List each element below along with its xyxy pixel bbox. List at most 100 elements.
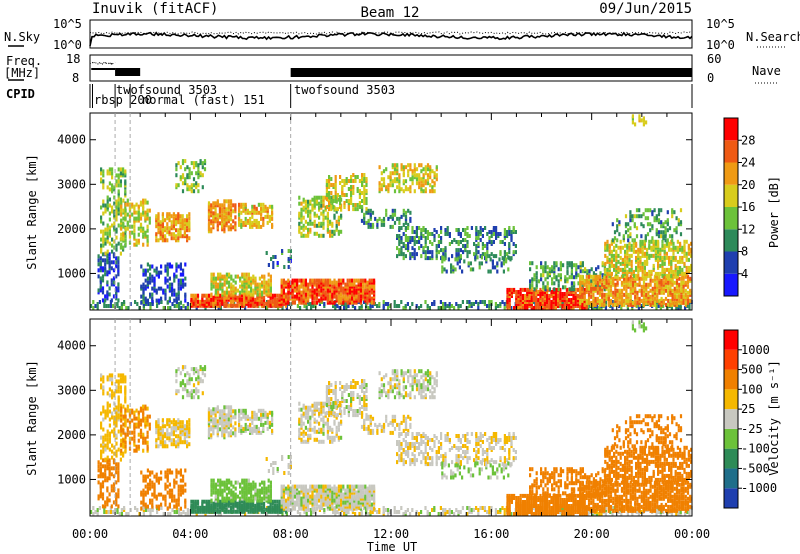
power-cell <box>331 280 334 285</box>
power-cell <box>406 302 409 306</box>
power-cell <box>618 220 621 225</box>
power-cell <box>283 265 286 269</box>
power-cell <box>239 276 242 281</box>
power-cell <box>101 290 105 295</box>
power-cell <box>521 287 524 292</box>
power-cell <box>385 212 388 217</box>
power-cell <box>322 290 325 295</box>
power-cell <box>298 227 301 232</box>
power-cell <box>101 286 105 291</box>
power-cell <box>334 191 337 195</box>
power-cell <box>212 297 215 302</box>
power-cell <box>398 234 401 238</box>
power-cell <box>192 177 196 182</box>
velocity-cell <box>415 510 418 514</box>
velocity-cell <box>105 510 108 514</box>
velocity-cell <box>102 379 105 384</box>
power-cell <box>102 229 105 234</box>
power-cell <box>168 296 171 301</box>
power-cell <box>340 296 343 301</box>
velocity-cell <box>102 427 105 432</box>
velocity-cell <box>104 464 107 469</box>
power-cell <box>628 257 631 262</box>
power-cell <box>120 302 123 306</box>
power-cell <box>99 276 102 281</box>
velocity-cell <box>96 512 99 516</box>
power-cell <box>415 167 419 172</box>
power-cell <box>175 268 178 273</box>
velocity-cell <box>160 506 163 510</box>
velocity-cell <box>110 484 113 489</box>
power-cell <box>636 292 639 297</box>
power-cell <box>335 223 338 228</box>
power-cell <box>546 294 549 298</box>
power-cell <box>333 300 336 305</box>
power-cell <box>420 177 423 182</box>
power-cell <box>409 163 412 168</box>
power-cell <box>307 221 310 226</box>
power-cell <box>424 254 427 259</box>
power-cell <box>263 274 266 279</box>
power-cell <box>642 300 646 305</box>
power-cell <box>201 297 204 302</box>
power-cell <box>420 244 423 248</box>
power-cell <box>303 304 306 308</box>
power-cell <box>181 159 185 164</box>
power-cell <box>393 177 397 182</box>
power-cell <box>234 297 237 302</box>
power-cell <box>630 271 633 276</box>
velocity-cell <box>503 512 506 516</box>
velocity-cell <box>244 512 247 516</box>
power-cell <box>168 262 171 267</box>
power-cell <box>207 293 211 298</box>
power-cell <box>472 302 475 306</box>
power-cell <box>142 286 145 291</box>
power-cell <box>437 234 440 238</box>
velocity-cell <box>117 470 120 475</box>
power-cell <box>629 210 632 215</box>
velocity-cell <box>378 508 381 512</box>
power-cell <box>679 259 682 264</box>
freq-left-label-1: Freq. <box>6 54 42 68</box>
power-cell <box>503 302 506 306</box>
power-cell <box>115 183 118 188</box>
power-cell <box>411 236 414 240</box>
power-cell <box>429 183 432 188</box>
power-cell <box>216 217 219 222</box>
power-cell <box>649 228 652 233</box>
power-cell <box>225 301 228 306</box>
power-cell <box>581 286 584 291</box>
power-cell <box>422 189 425 194</box>
power-cell <box>149 302 152 306</box>
power-cell <box>115 260 118 265</box>
power-cell <box>544 261 547 266</box>
power-cell <box>503 232 506 236</box>
power-cell <box>265 280 268 285</box>
power-cell <box>664 288 668 293</box>
power-cell <box>205 293 208 298</box>
power-cell <box>360 304 363 308</box>
power-cell <box>413 236 416 240</box>
velocity-cell <box>670 512 673 516</box>
power-cell <box>108 252 111 257</box>
power-cell <box>214 303 217 308</box>
power-cell <box>116 302 119 306</box>
power-cell <box>387 216 390 221</box>
power-cell <box>256 292 259 297</box>
power-cell <box>656 274 659 279</box>
power-cell <box>688 302 691 306</box>
power-cell <box>108 256 111 261</box>
power-cell <box>334 187 337 191</box>
power-cell <box>619 245 622 250</box>
power-cell <box>177 183 180 188</box>
power-cell <box>104 227 107 232</box>
power-cell <box>177 264 180 269</box>
power-cell <box>568 306 571 310</box>
power-cell <box>195 161 198 166</box>
power-cell <box>676 265 679 270</box>
power-cell <box>661 259 664 264</box>
power-cell <box>210 203 213 208</box>
power-cell <box>124 234 127 239</box>
velocity-cell <box>338 512 341 516</box>
power-cell <box>358 179 361 183</box>
